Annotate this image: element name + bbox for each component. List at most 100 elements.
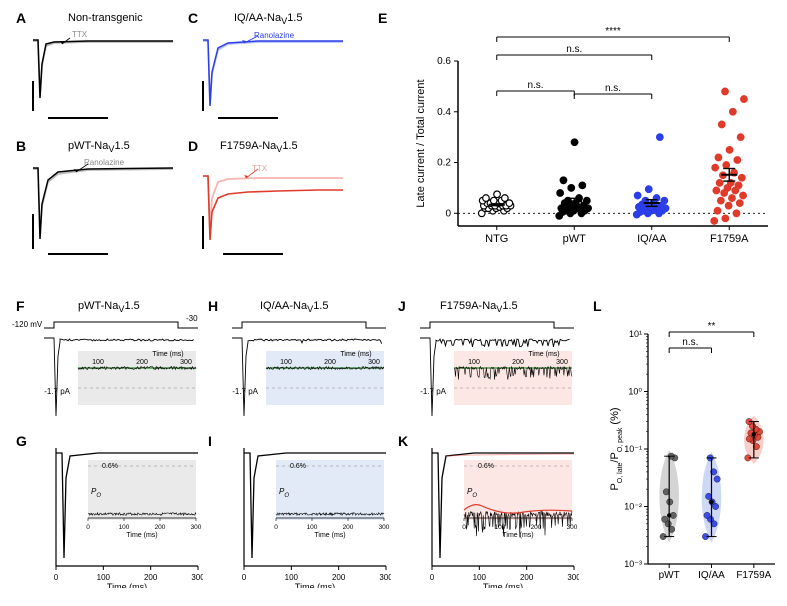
drug-label-A: TTX xyxy=(72,30,87,39)
svg-text:F1759A: F1759A xyxy=(736,570,771,581)
svg-text:0: 0 xyxy=(54,573,59,582)
svg-text:-1.7 pA: -1.7 pA xyxy=(232,387,258,396)
svg-text:300: 300 xyxy=(379,573,391,582)
trace-H: 100200300Time (ms)-1.7 pA xyxy=(226,316,391,426)
svg-text:200: 200 xyxy=(520,573,534,582)
svg-text:300: 300 xyxy=(556,359,568,366)
svg-text:0: 0 xyxy=(274,524,278,531)
svg-text:300: 300 xyxy=(191,573,203,582)
svg-text:Time (ms): Time (ms) xyxy=(107,582,147,588)
svg-text:0.6%: 0.6% xyxy=(290,463,306,470)
svg-text:Time (ms): Time (ms) xyxy=(483,582,523,588)
panel-label-K: K xyxy=(398,433,408,449)
trace-D xyxy=(198,154,348,264)
svg-text:200: 200 xyxy=(136,359,148,366)
svg-text:100: 100 xyxy=(285,573,299,582)
panel-title-B: pWT-NaV1.5 xyxy=(68,140,130,154)
svg-text:****: **** xyxy=(605,26,621,37)
svg-text:100: 100 xyxy=(468,359,480,366)
svg-text:0.6%: 0.6% xyxy=(102,463,118,470)
svg-text:300: 300 xyxy=(567,573,579,582)
trace-J: 100 200 300Time (ms) -1.7 pA xyxy=(414,316,579,426)
svg-text:Time (ms): Time (ms) xyxy=(126,532,157,539)
svg-text:100: 100 xyxy=(473,573,487,582)
svg-text:Time (ms): Time (ms) xyxy=(502,532,533,539)
drug-label-B: Ranolazine xyxy=(84,158,124,167)
svg-text:pWT: pWT xyxy=(563,233,587,245)
panel-label-H: H xyxy=(208,298,218,314)
svg-text:200: 200 xyxy=(155,524,166,531)
svg-text:10⁻²: 10⁻² xyxy=(624,502,642,512)
trace-K: 0100200300Time (ms)0.6%PO0100200300Time … xyxy=(414,438,579,588)
svg-text:0.6%: 0.6% xyxy=(478,463,494,470)
svg-text:100: 100 xyxy=(119,524,130,531)
svg-text:200: 200 xyxy=(343,524,354,531)
panel-label-J: J xyxy=(398,298,406,314)
panel-label-A: A xyxy=(16,10,26,26)
svg-text:10¹: 10¹ xyxy=(629,329,642,339)
trace-G: 0100200300Time (ms)0.6%PO0100200300Time … xyxy=(38,438,203,588)
svg-text:300: 300 xyxy=(191,524,202,531)
svg-text:300: 300 xyxy=(379,524,390,531)
svg-text:200: 200 xyxy=(512,359,524,366)
svg-text:-1.7 pA: -1.7 pA xyxy=(44,387,70,396)
panel-label-D: D xyxy=(188,138,198,154)
trace-C xyxy=(198,26,348,126)
svg-text:0.2: 0.2 xyxy=(437,158,451,169)
svg-text:10⁰: 10⁰ xyxy=(628,387,642,397)
svg-text:0: 0 xyxy=(462,524,466,531)
panel-title-J: F1759A-NaV1.5 xyxy=(440,300,518,314)
svg-text:n.s.: n.s. xyxy=(605,83,621,94)
svg-text:300: 300 xyxy=(567,524,578,531)
svg-text:**: ** xyxy=(708,321,716,332)
svg-text:100: 100 xyxy=(92,359,104,366)
panel-label-L: L xyxy=(593,298,602,314)
trace-I: 0100200300Time (ms)0.6%PO0100200300Time … xyxy=(226,438,391,588)
svg-text:100: 100 xyxy=(495,524,506,531)
svg-text:0: 0 xyxy=(430,573,435,582)
trace-F: 100 200 300Time (ms) -1.7 pA xyxy=(38,316,203,426)
svg-text:Time (ms): Time (ms) xyxy=(528,351,559,358)
svg-text:Late current / Total current: Late current / Total current xyxy=(415,79,427,207)
svg-text:Time (ms): Time (ms) xyxy=(340,351,371,358)
panel-label-F: F xyxy=(16,298,25,314)
violin-L: 10⁻³ 10⁻² 10⁻¹ 10⁰ 10¹ PO, late/PO, peak (%) p… xyxy=(606,304,781,594)
svg-text:NTG: NTG xyxy=(485,233,508,245)
svg-text:0: 0 xyxy=(242,573,247,582)
panel-label-I: I xyxy=(208,433,212,449)
svg-text:100: 100 xyxy=(307,524,318,531)
svg-text:300: 300 xyxy=(368,359,380,366)
panel-label-C: C xyxy=(188,10,198,26)
trace-B xyxy=(28,154,178,264)
drug-label-D: TTX xyxy=(252,164,267,173)
panel-title-A: Non-transgenic xyxy=(68,12,143,24)
svg-text:0.4: 0.4 xyxy=(437,107,451,118)
svg-text:-1.7 pA: -1.7 pA xyxy=(420,387,446,396)
svg-text:0: 0 xyxy=(445,208,451,219)
svg-text:100: 100 xyxy=(97,573,111,582)
svg-text:0: 0 xyxy=(86,524,90,531)
svg-text:IQ/AA: IQ/AA xyxy=(637,233,667,245)
svg-text:200: 200 xyxy=(531,524,542,531)
svg-text:IQ/AA: IQ/AA xyxy=(698,570,725,581)
svg-text:0.6: 0.6 xyxy=(437,56,451,67)
figure: A Non-transgenic TTX B pWT-NaV1.5 Ranola… xyxy=(8,8,779,598)
drug-label-C: Ranolazine xyxy=(254,31,294,40)
svg-text:Time (ms): Time (ms) xyxy=(314,532,345,539)
svg-text:PO, late/PO, peak (%): PO, late/PO, peak (%) xyxy=(609,407,624,490)
svg-text:pWT: pWT xyxy=(659,570,680,581)
panel-title-F: pWT-NaV1.5 xyxy=(78,300,140,314)
trace-A xyxy=(28,26,178,126)
svg-text:300: 300 xyxy=(180,359,192,366)
svg-text:10⁻¹: 10⁻¹ xyxy=(624,444,642,454)
svg-text:200: 200 xyxy=(332,573,346,582)
svg-text:n.s.: n.s. xyxy=(682,337,698,348)
panel-label-E: E xyxy=(378,10,387,26)
panel-title-H: IQ/AA-NaV1.5 xyxy=(260,300,328,314)
svg-text:Time (ms): Time (ms) xyxy=(152,351,183,358)
svg-text:10⁻³: 10⁻³ xyxy=(624,559,642,569)
scatter-E: 0 0.2 0.4 0.6 Late current / Total current NT… xyxy=(408,16,778,256)
svg-text:n.s.: n.s. xyxy=(527,80,543,91)
svg-text:F1759A: F1759A xyxy=(710,233,749,245)
panel-label-B: B xyxy=(16,138,26,154)
